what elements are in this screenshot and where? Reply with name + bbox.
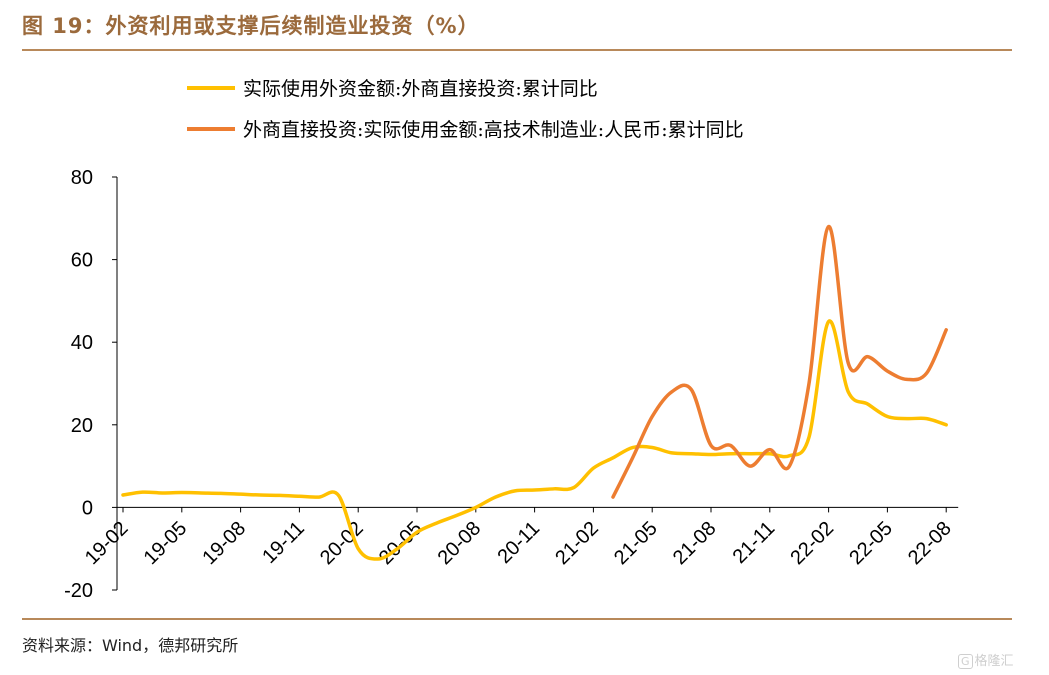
series-1-point <box>827 320 830 323</box>
series-1-point <box>220 492 223 495</box>
y-tick-label: 40 <box>71 332 93 354</box>
series-1-point <box>337 494 340 497</box>
series-2-point <box>631 456 634 459</box>
series-1-point <box>651 446 654 449</box>
series-1-point <box>494 496 497 499</box>
series-1-point <box>710 453 713 456</box>
series-1-point <box>357 547 360 550</box>
series-2-point <box>886 370 889 373</box>
series-2-point <box>808 382 811 385</box>
series-lines <box>121 224 948 561</box>
series-1-point <box>945 423 948 426</box>
y-tick-label: 0 <box>82 497 93 519</box>
series-2-point <box>788 465 791 468</box>
series-line-1 <box>121 319 948 561</box>
series-1-point <box>768 452 771 455</box>
x-tick-label: 20-08 <box>434 517 486 569</box>
series-2-point <box>847 361 850 364</box>
series-1-point <box>278 494 281 497</box>
series-1-point <box>670 451 673 454</box>
series-2-point <box>866 355 869 358</box>
x-tick-label: 21-11 <box>729 517 780 568</box>
series-1-point <box>122 494 125 497</box>
source-note: 资料来源：Wind，德邦研究所 <box>22 636 239 655</box>
series-1-point <box>239 493 242 496</box>
series-2-point <box>651 415 654 418</box>
x-tick-label: 19-11 <box>258 517 309 568</box>
series-1-point <box>553 487 556 490</box>
y-tick-label: 80 <box>71 167 93 189</box>
x-tick-label: 20-05 <box>375 517 427 569</box>
legend-label-2: 外商直接投资:实际使用金额:高技术制造业:人民币:累计同比 <box>243 119 744 141</box>
series-1-point <box>749 452 752 455</box>
series-1-point <box>298 495 301 498</box>
line-chart: 实际使用外资金额:外商直接投资:累计同比外商直接投资:实际使用金额:高技术制造业… <box>64 78 959 602</box>
x-tick-label: 19-02 <box>81 517 133 569</box>
series-1-point <box>729 452 732 455</box>
series-2-point <box>749 465 752 468</box>
series-1-point <box>416 531 419 534</box>
x-tick-label: 21-08 <box>669 517 721 569</box>
y-tick-label: 20 <box>71 415 93 437</box>
series-1-point <box>259 494 262 497</box>
series-2-point <box>612 496 615 499</box>
watermark-text: 格隆汇 <box>974 654 1014 669</box>
series-2-point <box>906 378 909 381</box>
series-1-point <box>886 415 889 418</box>
series-1-point <box>435 522 438 525</box>
series-1-point <box>572 486 575 489</box>
series-2-point <box>690 388 693 391</box>
series-1-point <box>376 558 379 561</box>
series-1-point <box>808 436 811 439</box>
series-2-point <box>670 390 673 393</box>
series-1-point <box>514 489 517 492</box>
series-1-point <box>847 390 850 393</box>
x-tick-label: 19-08 <box>198 517 250 569</box>
x-tick-label: 21-05 <box>610 517 662 569</box>
series-1-point <box>161 491 164 494</box>
series-1-point <box>592 467 595 470</box>
x-tick-label: 20-11 <box>493 517 544 568</box>
series-2-point <box>945 328 948 331</box>
series-line-2 <box>611 224 948 499</box>
series-1-point <box>396 547 399 550</box>
x-tick-label: 22-08 <box>904 517 956 569</box>
series-1-point <box>200 491 203 494</box>
series-2-point <box>827 225 830 228</box>
series-1-point <box>141 491 144 494</box>
series-1-point <box>455 514 458 517</box>
watermark-logo-icon: G <box>958 654 973 669</box>
x-tick-label: 20-02 <box>316 517 368 569</box>
series-1-point <box>788 454 791 457</box>
series-2-point <box>925 372 928 375</box>
series-1-point <box>318 496 321 499</box>
top-rule <box>22 49 1012 51</box>
legend-label-1: 实际使用外资金额:外商直接投资:累计同比 <box>243 78 598 100</box>
figure-title: 图 19：外资利用或支撑后续制造业投资（%） <box>22 14 480 38</box>
x-tick-label: 21-02 <box>551 517 603 569</box>
legend: 实际使用外资金额:外商直接投资:累计同比外商直接投资:实际使用金额:高技术制造业… <box>187 78 744 141</box>
y-tick-label: -20 <box>64 580 93 602</box>
series-1-point <box>180 491 183 494</box>
series-1-point <box>474 506 477 509</box>
series-1-point <box>612 456 615 459</box>
watermark: G 格隆汇 <box>958 650 1014 669</box>
x-tick-label: 22-02 <box>786 517 838 569</box>
series-1-point <box>925 417 928 420</box>
series-1-point <box>533 489 536 492</box>
x-tick-label: 22-05 <box>845 517 897 569</box>
series-2-point <box>768 448 771 451</box>
series-1-point <box>866 403 869 406</box>
series-2-point <box>729 444 732 447</box>
bottom-rule <box>22 618 1012 620</box>
x-tick-label: 19-05 <box>140 517 192 569</box>
series-1-point <box>906 417 909 420</box>
y-tick-label: 60 <box>71 250 93 272</box>
series-1-point <box>631 446 634 449</box>
series-1-point <box>690 452 693 455</box>
series-2-point <box>710 444 713 447</box>
